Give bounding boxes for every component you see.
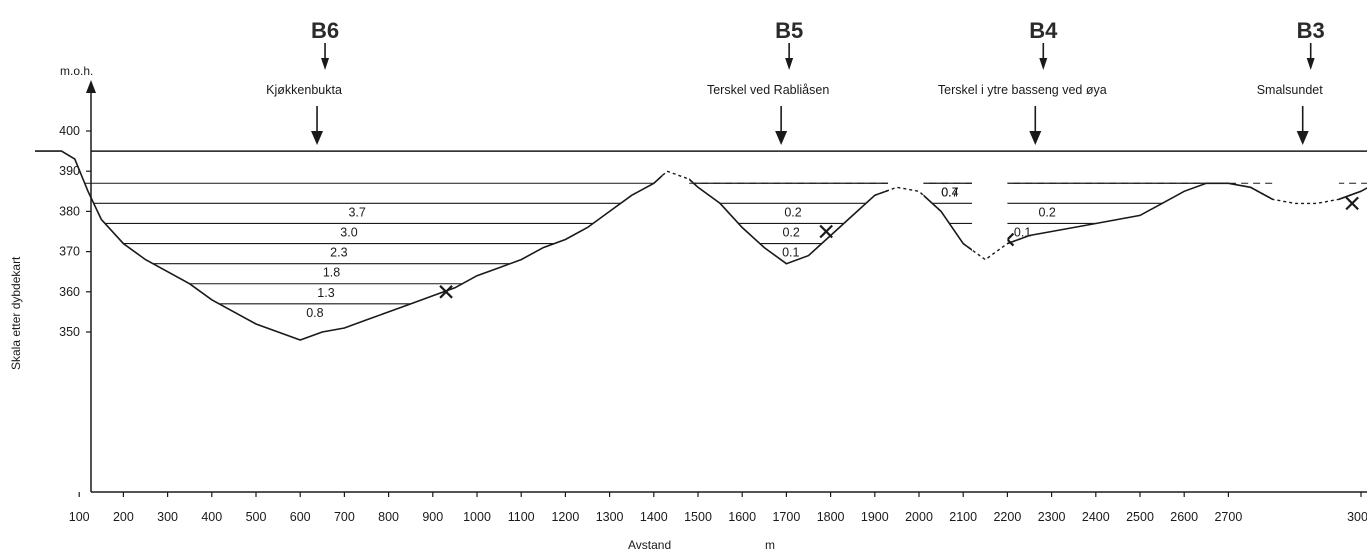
x-tick-label: 1100 [508,510,535,524]
volume-label: 0.4 [941,185,958,199]
volume-label: 1.3 [317,286,334,300]
x-tick-label: 2500 [1126,510,1154,524]
volume-label: 0.2 [1038,205,1055,219]
x-tick-label: 2300 [1038,510,1066,524]
station-headers: B6 Kjøkkenbukta B5 Terskel ved Rabliåsen B4 T… [266,18,1325,145]
x-axis: 100 200 300 400 500 600 700 800 900 1000 1100 1200 1… [69,491,1367,552]
dotted-mask [1272,163,1339,276]
x-tick-label: 1400 [640,510,668,524]
arrow-down-icon [1296,106,1309,145]
volume-label: 0.8 [306,306,323,320]
x-tick-label: 1800 [817,510,845,524]
station-code: B5 [775,18,803,43]
dotted-profile-segment [962,234,1030,261]
x-tick-label: 1700 [772,510,800,524]
dotted-mask [888,163,924,276]
depth-profile-line [35,150,1367,341]
x-tick-label: 1000 [463,510,491,524]
station-b3: B3 Smalsundet [1257,18,1325,145]
x-tick-label: 2400 [1082,510,1110,524]
y-tick-label: 390 [59,164,80,178]
arrow-down-icon [321,43,330,70]
volume-label: 1.8 [323,266,340,280]
volume-label: 3.0 [340,225,357,239]
basin-0: 3.7 3.0 2.3 1.8 1.3 0.8 [84,182,654,320]
station-code: B3 [1297,18,1325,43]
x-tick-label: 2100 [949,510,977,524]
y-axis: m.o.h. Skala etter dybdekart 350 360 370 38… [9,64,96,492]
arrow-down-icon [775,106,788,145]
arrow-down-icon [1039,43,1048,70]
x-tick-label: 500 [246,510,267,524]
x-tick-label: 1900 [861,510,889,524]
volume-label: 0.2 [782,225,799,239]
x-tick-label: 2700 [1214,510,1242,524]
x-tick-label: 1200 [551,510,579,524]
station-b6: B6 Kjøkkenbukta [266,18,342,145]
y-axis-label: Skala etter dybdekart [9,256,23,370]
x-tick-label: 100 [69,510,90,524]
x-tick-label: 2600 [1170,510,1198,524]
basin-2: 0.40.20.1 [693,182,1207,247]
y-tick-label: 360 [59,285,80,299]
x-tick-label: 900 [422,510,443,524]
dotted-mask [662,163,690,276]
station-code: B6 [311,18,339,43]
x-tick-label: 300 [157,510,178,524]
y-tick-label: 350 [59,325,80,339]
dotted-mask [972,163,1008,276]
y-axis-unit: m.o.h. [60,64,93,78]
volume-label: 3.7 [348,205,365,219]
station-place: Kjøkkenbukta [266,83,342,97]
x-tick-label: 1500 [684,510,712,524]
y-tick-label: 380 [59,204,80,218]
volume-label: 0.2 [784,205,801,219]
dotted-profile-segment [653,170,699,188]
station-place: Smalsundet [1257,83,1324,97]
station-place: Terskel i ytre basseng ved øya [938,83,1107,97]
volume-label: 2.3 [330,246,347,260]
x-tick-label: 2000 [905,510,933,524]
dotted-profile-segment [1250,186,1362,205]
x-axis-label: Avstand [628,538,671,552]
station-code: B4 [1029,18,1058,43]
x-tick-label: 800 [378,510,399,524]
x-tick-label: 3000 [1347,510,1367,524]
y-tick-label: 370 [59,245,80,259]
y-tick-label: 400 [59,124,80,138]
station-b4: B4 Terskel i ytre basseng ved øya [938,18,1107,145]
station-place: Terskel ved Rabliåsen [707,83,829,97]
arrow-down-icon [311,106,324,145]
volume-label: 0.1 [782,246,799,260]
x-tick-label: 2200 [993,510,1021,524]
x-tick-label: 600 [290,510,311,524]
station-b5: B5 Terskel ved Rabliåsen [707,18,829,145]
dotted-profile-segment [874,186,942,212]
volume-label: 0.7 [941,185,958,199]
x-tick-label: 700 [334,510,355,524]
x-tick-label: 1300 [596,510,624,524]
arrow-down-icon [1029,106,1042,145]
x-axis-unit: m [765,538,775,552]
x-tick-label: 400 [201,510,222,524]
arrow-down-icon [785,43,794,70]
x-tick-label: 200 [113,510,134,524]
y-axis-arrow-icon [86,80,96,93]
sample-marker-icon [1345,196,1359,211]
arrow-down-icon [1306,43,1315,70]
x-tick-label: 1600 [728,510,756,524]
profile-plot: 3.73.02.31.81.30.80.70.20.20.10.40.20.10… [35,150,1367,341]
